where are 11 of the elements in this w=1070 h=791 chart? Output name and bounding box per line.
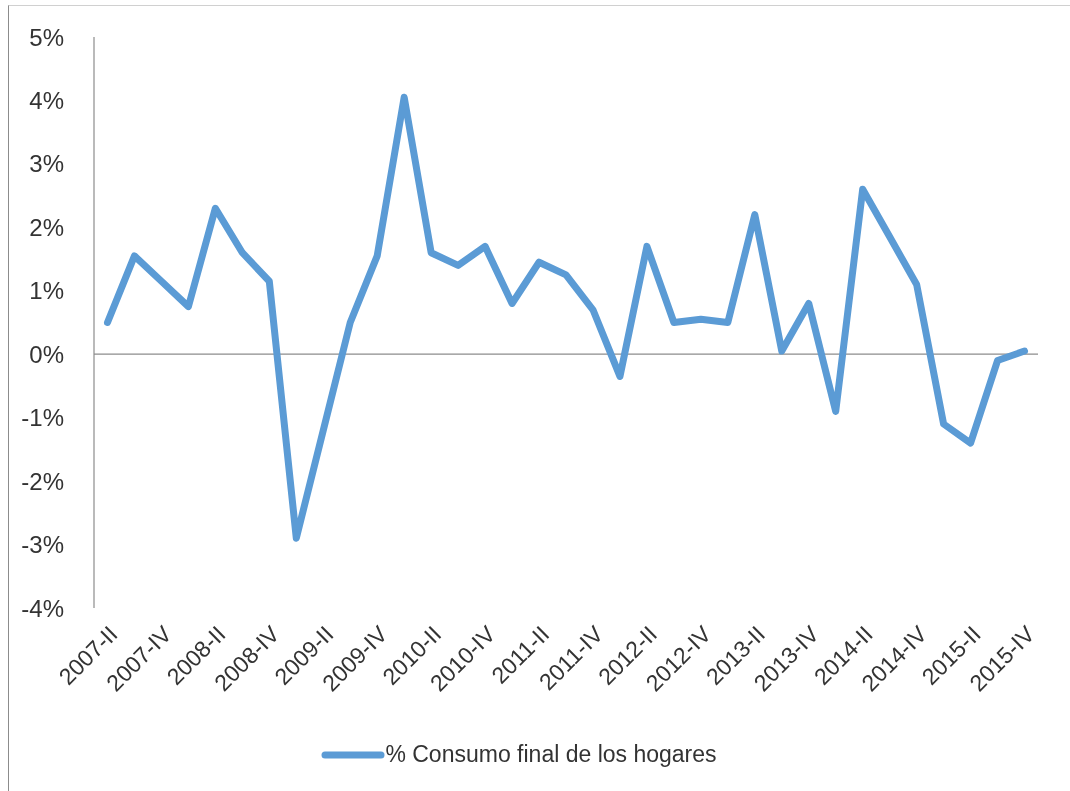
y-tick-label: -3%	[21, 531, 64, 559]
y-tick-label: 3%	[29, 150, 64, 178]
y-tick-label: -1%	[21, 404, 64, 432]
y-tick-label: 0%	[29, 340, 64, 368]
y-tick-label: 4%	[29, 86, 64, 114]
y-tick-label: -2%	[21, 467, 64, 495]
y-tick-label: 5%	[29, 23, 64, 51]
y-tick-label: 1%	[29, 277, 64, 305]
y-tick-label: -4%	[21, 594, 64, 622]
legend-label: % Consumo final de los hogares	[385, 741, 717, 768]
y-tick-label: 2%	[29, 213, 64, 241]
